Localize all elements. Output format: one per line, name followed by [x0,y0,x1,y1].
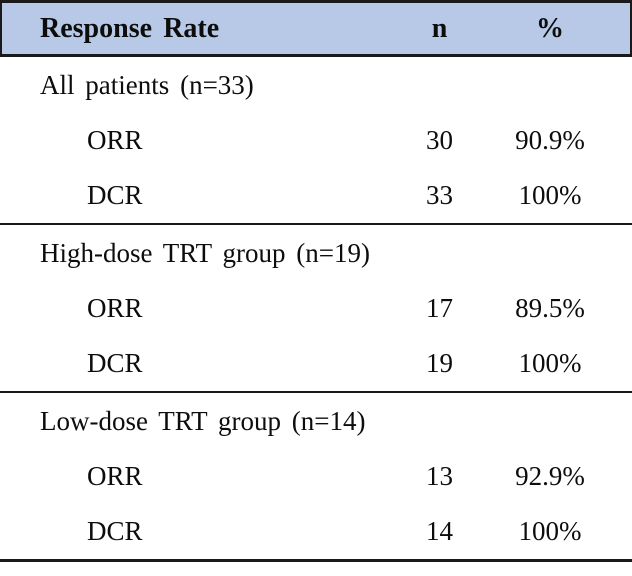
header-n: n [431,12,448,44]
header-percent: % [536,12,564,44]
row-n-value: 17 [426,293,453,323]
row-pct-value: 90.9% [515,125,585,155]
section-high-dose-trt: High-dose TRT group (n=19) ORR 17 89.5% … [0,225,632,393]
row-n-value: 13 [426,461,453,491]
row-pct-value: 92.9% [515,461,585,491]
row-n-value: 14 [426,516,453,546]
table-row-orr: ORR 13 92.9% [0,449,632,504]
section-title: All patients (n=33) [40,69,254,100]
table-row-dcr: DCR 19 100% [0,336,632,391]
row-n-value: 19 [426,348,453,378]
row-pct-value: 89.5% [515,293,585,323]
row-label: DCR [87,180,143,210]
row-pct-value: 100% [518,348,582,378]
row-pct-value: 100% [518,180,582,210]
section-title-row: All patients (n=33) [0,57,632,113]
row-label: ORR [87,461,143,491]
row-label: ORR [87,293,143,323]
section-title: Low-dose TRT group (n=14) [40,405,366,436]
table-header-row: Response Rate n % [0,3,632,57]
table-row-orr: ORR 17 89.5% [0,281,632,336]
table-row-orr: ORR 30 90.9% [0,113,632,168]
table-row-dcr: DCR 14 100% [0,504,632,559]
section-all-patients: All patients (n=33) ORR 30 90.9% DCR 33 … [0,57,632,225]
header-response-rate: Response Rate [40,12,220,44]
section-title: High-dose TRT group (n=19) [40,237,370,268]
section-low-dose-trt: Low-dose TRT group (n=14) ORR 13 92.9% D… [0,393,632,562]
row-n-value: 30 [426,125,453,155]
row-label: ORR [87,125,143,155]
response-rate-table: Response Rate n % All patients (n=33) OR… [0,0,632,562]
section-title-row: Low-dose TRT group (n=14) [0,393,632,449]
row-pct-value: 100% [518,516,582,546]
row-label: DCR [87,516,143,546]
row-n-value: 33 [426,180,453,210]
row-label: DCR [87,348,143,378]
table-row-dcr: DCR 33 100% [0,168,632,223]
section-title-row: High-dose TRT group (n=19) [0,225,632,281]
